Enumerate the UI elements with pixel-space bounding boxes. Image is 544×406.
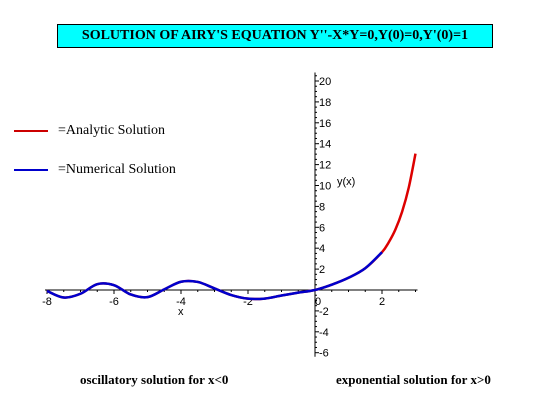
y-tick-label: 20 bbox=[319, 76, 331, 88]
caption-right: exponential solution for x>0 bbox=[336, 372, 491, 387]
y-tick-label: 6 bbox=[319, 222, 325, 234]
y-tick-label: -4 bbox=[319, 327, 329, 339]
y-axis-label: y(x) bbox=[337, 176, 355, 188]
series-numerical-line bbox=[46, 251, 383, 301]
x-tick-label: 0 bbox=[315, 296, 321, 308]
chart-title: SOLUTION OF AIRY'S EQUATION Y''-X*Y=0,Y(… bbox=[57, 24, 493, 48]
x-tick-label: -2 bbox=[243, 296, 253, 308]
y-tick-label: -2 bbox=[319, 306, 329, 318]
legend-swatch-numerical bbox=[14, 169, 48, 171]
caption-left: oscillatory solution for x<0 bbox=[80, 372, 229, 387]
x-tick-label: -4 bbox=[176, 296, 186, 308]
y-tick-label: 10 bbox=[319, 181, 331, 193]
x-tick-label: -6 bbox=[109, 296, 119, 308]
legend-label-analytic: =Analytic Solution bbox=[58, 123, 166, 138]
series-layer bbox=[46, 153, 417, 301]
y-tick-label: 18 bbox=[319, 97, 331, 109]
y-tick-label: 4 bbox=[319, 243, 325, 255]
x-tick-label: 2 bbox=[379, 296, 385, 308]
x-tick-label: -8 bbox=[42, 296, 52, 308]
y-tick-label: 12 bbox=[319, 160, 331, 172]
y-tick-label: -6 bbox=[319, 348, 329, 360]
y-tick-label: 16 bbox=[319, 118, 331, 130]
series-analytic-line bbox=[46, 153, 417, 301]
y-tick-label: 2 bbox=[319, 264, 325, 276]
y-tick-label: 14 bbox=[319, 139, 331, 151]
y-tick-label: 8 bbox=[319, 201, 325, 213]
x-axis-label: x bbox=[178, 306, 184, 318]
legend-swatch-analytic bbox=[14, 130, 48, 132]
legend-label-numerical: =Numerical Solution bbox=[58, 162, 176, 177]
